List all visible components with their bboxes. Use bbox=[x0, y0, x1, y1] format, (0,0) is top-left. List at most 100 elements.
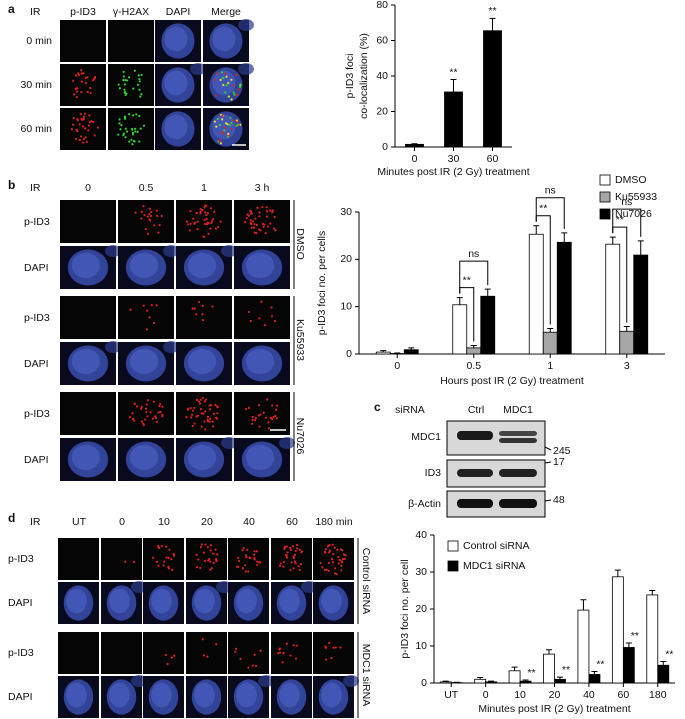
focus-dot bbox=[85, 140, 88, 144]
focus-dot bbox=[336, 548, 339, 551]
focus-dot bbox=[332, 561, 335, 564]
focus-dot bbox=[328, 641, 331, 644]
micrograph-bg bbox=[60, 392, 116, 435]
focus-dot bbox=[133, 127, 137, 130]
focus-dot bbox=[278, 651, 282, 654]
focus-dot bbox=[92, 79, 95, 82]
focus-dot bbox=[209, 544, 212, 547]
nucleus-core bbox=[109, 588, 130, 614]
focus-dot bbox=[86, 90, 89, 94]
micrograph bbox=[118, 200, 174, 243]
focus-dot bbox=[204, 204, 207, 207]
focus-dot bbox=[146, 399, 149, 402]
error-bar bbox=[450, 79, 457, 92]
bar bbox=[646, 594, 659, 684]
focus-dot bbox=[285, 642, 288, 645]
significance-label: ** bbox=[562, 664, 570, 676]
focus-dot bbox=[201, 638, 204, 641]
focus-dot bbox=[130, 138, 133, 141]
column-label: 40 bbox=[243, 516, 255, 528]
focus-dot bbox=[148, 213, 151, 216]
focus-dot bbox=[77, 72, 80, 75]
focus-dot bbox=[342, 553, 346, 556]
focus-dot bbox=[297, 565, 300, 568]
focus-dot bbox=[142, 124, 146, 127]
error-bar bbox=[484, 288, 491, 297]
error-bar bbox=[637, 240, 644, 256]
focus-dot bbox=[192, 217, 195, 220]
column-label: γ-H2AX bbox=[113, 6, 149, 18]
focus-dot bbox=[146, 215, 150, 218]
focus-dot bbox=[229, 116, 232, 119]
focus-dot bbox=[160, 214, 163, 218]
focus-dot bbox=[195, 565, 199, 569]
focus-dot bbox=[272, 415, 275, 419]
micrograph-bg bbox=[108, 20, 154, 62]
focus-dot bbox=[247, 406, 251, 409]
nucleus-core bbox=[71, 348, 101, 375]
focus-dot bbox=[78, 139, 81, 142]
focus-dot bbox=[193, 406, 196, 409]
focus-dot bbox=[172, 552, 175, 556]
x-tick-label: 0 bbox=[394, 360, 400, 372]
focus-dot bbox=[216, 553, 219, 556]
bar bbox=[622, 647, 635, 684]
focus-dot bbox=[195, 313, 198, 316]
focus-dot bbox=[136, 405, 139, 408]
nucleus-core bbox=[71, 252, 101, 279]
focus-dot bbox=[212, 425, 215, 428]
focus-dot bbox=[82, 115, 85, 118]
focus-dot bbox=[247, 310, 251, 314]
row-label: DAPI bbox=[24, 358, 49, 370]
bar bbox=[556, 241, 572, 355]
focus-dot bbox=[271, 211, 274, 214]
y-tick-label: 80 bbox=[376, 0, 388, 11]
y-tick-label: 40 bbox=[415, 529, 427, 541]
focus-dot bbox=[236, 565, 239, 568]
focus-dot bbox=[117, 83, 120, 86]
focus-dot bbox=[74, 137, 78, 141]
focus-dot bbox=[204, 398, 208, 401]
focus-dot bbox=[341, 557, 345, 561]
focus-dot bbox=[140, 93, 143, 96]
focus-dot bbox=[92, 120, 95, 124]
focus-dot bbox=[84, 136, 87, 139]
focus-dot bbox=[328, 543, 331, 547]
focus-dot bbox=[259, 649, 262, 652]
micrograph-bg bbox=[101, 632, 142, 674]
focus-dot bbox=[285, 545, 288, 548]
focus-dot bbox=[150, 303, 153, 307]
micrograph-bg bbox=[143, 632, 184, 674]
focus-dot bbox=[292, 644, 295, 647]
marker-tick bbox=[544, 499, 552, 502]
micrograph-bg bbox=[60, 20, 106, 62]
micrograph-bg bbox=[271, 538, 312, 580]
nucleus bbox=[279, 437, 295, 449]
row-label: p-ID3 bbox=[24, 216, 50, 228]
focus-dot bbox=[157, 411, 160, 414]
bar bbox=[483, 30, 502, 148]
focus-dot bbox=[193, 307, 196, 310]
focus-dot bbox=[133, 560, 136, 564]
focus-dot bbox=[238, 85, 242, 89]
bar bbox=[485, 681, 498, 684]
focus-dot bbox=[252, 226, 255, 229]
focus-dot bbox=[152, 321, 156, 325]
focus-dot bbox=[275, 408, 278, 411]
focus-dot bbox=[118, 87, 122, 90]
focus-dot bbox=[206, 546, 209, 549]
focus-dot bbox=[72, 123, 75, 126]
nucleus-core bbox=[245, 252, 275, 279]
nucleus bbox=[105, 341, 121, 353]
nucleus-core bbox=[151, 588, 172, 614]
focus-dot bbox=[273, 319, 277, 323]
micrograph bbox=[60, 20, 106, 62]
error-bar bbox=[614, 569, 621, 577]
focus-dot bbox=[80, 69, 83, 72]
bar bbox=[444, 91, 463, 148]
focus-dot bbox=[246, 548, 249, 551]
focus-dot bbox=[264, 416, 268, 419]
focus-dot bbox=[247, 214, 251, 217]
x-tick-label: 20 bbox=[549, 689, 561, 701]
focus-dot bbox=[160, 544, 163, 548]
